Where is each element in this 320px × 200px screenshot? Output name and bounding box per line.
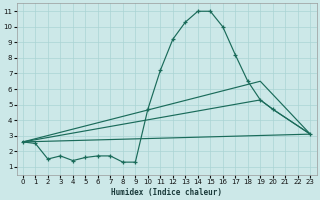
X-axis label: Humidex (Indice chaleur): Humidex (Indice chaleur) <box>111 188 222 197</box>
